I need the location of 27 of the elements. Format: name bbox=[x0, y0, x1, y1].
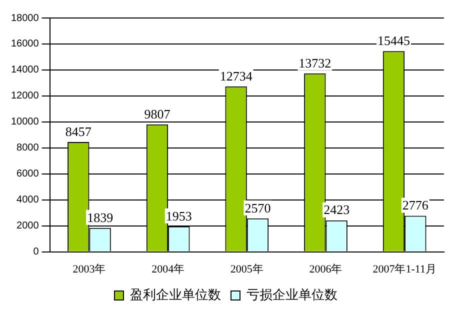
data-label: 2423 bbox=[324, 202, 350, 218]
data-label: 15445 bbox=[377, 33, 410, 48]
data-label: 12734 bbox=[220, 68, 253, 84]
x-tick-label: 2006年 bbox=[309, 263, 342, 276]
y-tick-label: 6000 bbox=[16, 168, 40, 180]
x-tick-label: 2004年 bbox=[152, 263, 185, 276]
y-tick-label: 0 bbox=[33, 246, 40, 258]
data-label: 2570 bbox=[244, 200, 271, 216]
y-tick-label: 16000 bbox=[10, 38, 40, 50]
x-tick-label: 2003年 bbox=[72, 263, 106, 276]
y-tick-label: 14000 bbox=[10, 64, 40, 76]
data-label: 13732 bbox=[298, 55, 332, 70]
data-label: 8457 bbox=[65, 124, 92, 139]
legend-label: 盈利企业单位数 bbox=[130, 288, 221, 303]
x-tick-label: 2005年 bbox=[230, 263, 264, 276]
data-label: 1953 bbox=[166, 208, 192, 224]
x-tick-label: 2007年1-11月 bbox=[372, 263, 436, 276]
y-tick-label: 8000 bbox=[16, 142, 40, 154]
y-tick-label: 4000 bbox=[16, 194, 40, 206]
data-label: 1839 bbox=[87, 210, 114, 225]
legend-label: 亏损企业单位数 bbox=[246, 288, 338, 303]
data-label: 2776 bbox=[402, 198, 429, 213]
data-label: 9807 bbox=[144, 106, 171, 122]
y-tick-label: 10000 bbox=[10, 116, 40, 128]
y-tick-label: 18000 bbox=[10, 12, 40, 24]
y-tick-label: 2000 bbox=[16, 220, 40, 232]
y-tick-label: 12000 bbox=[10, 90, 40, 102]
